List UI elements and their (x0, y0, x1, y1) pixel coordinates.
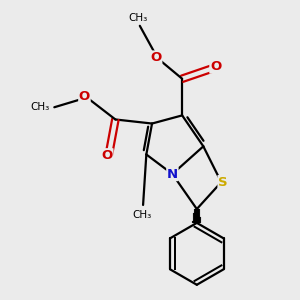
Text: N: N (167, 167, 178, 181)
Text: CH₃: CH₃ (30, 102, 50, 112)
Text: S: S (218, 176, 228, 189)
Text: O: O (102, 149, 113, 162)
Text: O: O (210, 60, 221, 73)
Text: O: O (79, 90, 90, 103)
Text: CH₃: CH₃ (129, 14, 148, 23)
Text: CH₃: CH₃ (133, 210, 152, 220)
Text: O: O (151, 51, 162, 64)
